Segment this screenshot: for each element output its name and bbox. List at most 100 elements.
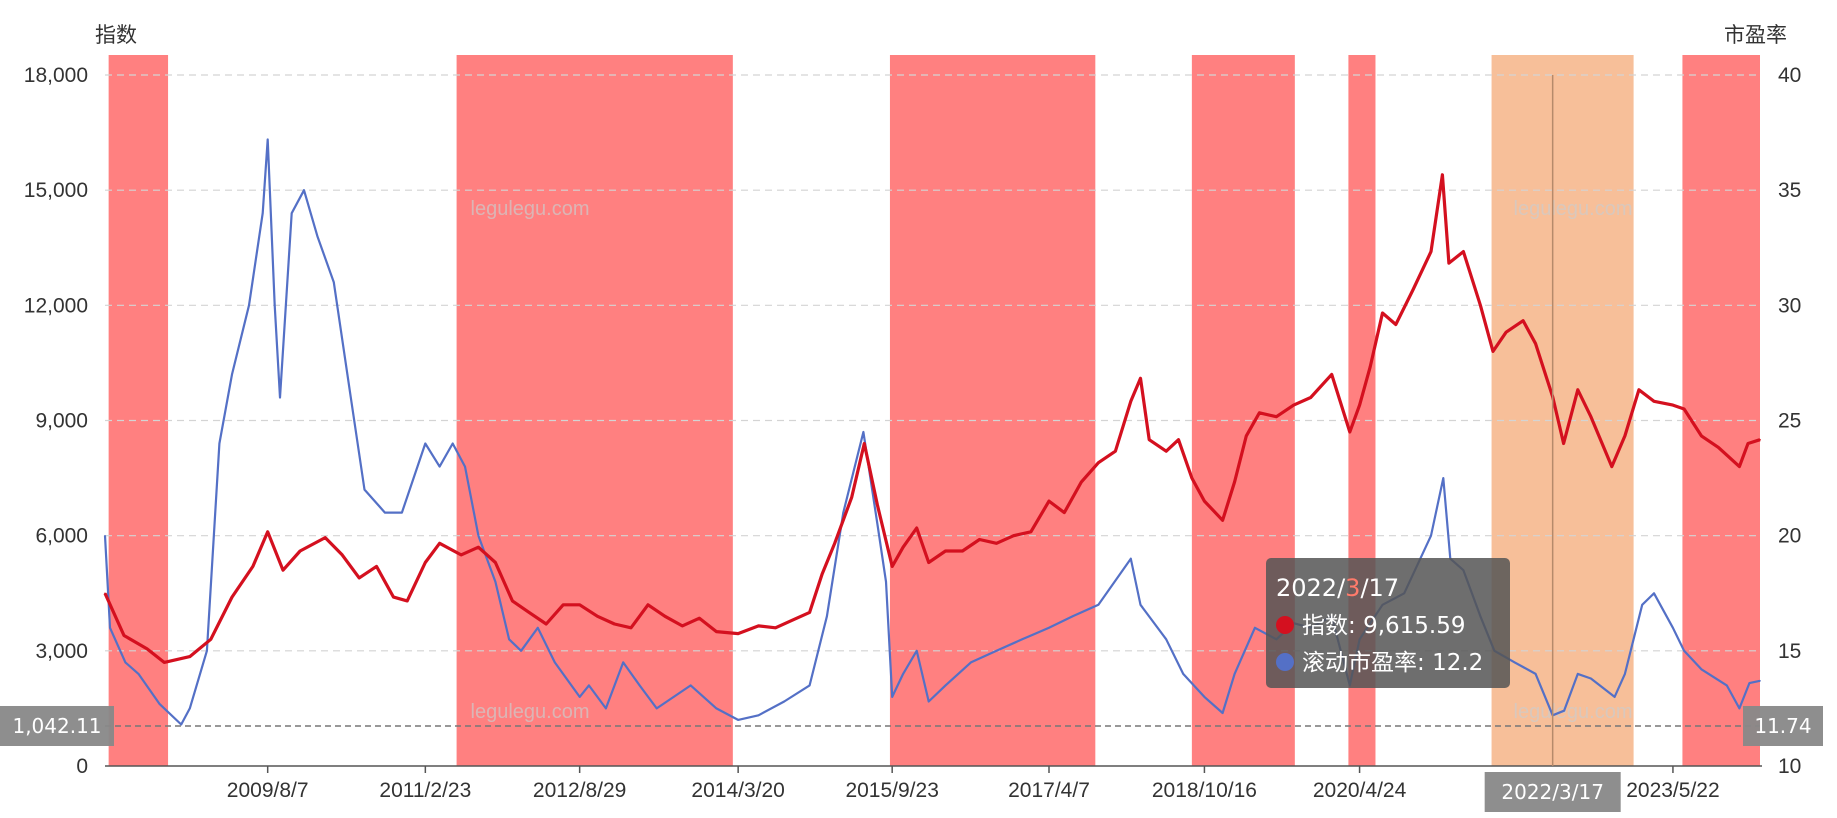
data-point-pe-89: [1590, 677, 1592, 680]
data-point-index-62: [1148, 438, 1150, 441]
data-point-index-24: [545, 623, 547, 625]
data-point-index-31: [664, 615, 666, 618]
data-point-pe-18: [333, 281, 335, 284]
data-point-index-99: [1683, 408, 1685, 410]
data-point-pe-92: [1641, 604, 1643, 606]
data-point-pe-51: [891, 696, 893, 698]
data-point-pe-5: [180, 723, 182, 726]
left-tick-label-2: 6,000: [35, 525, 88, 548]
data-point-pe-3: [137, 673, 140, 675]
data-point-pe-85: [1534, 673, 1537, 675]
data-point-pe-95: [1683, 650, 1685, 652]
data-point-pe-31: [537, 627, 539, 629]
data-point-index-34: [715, 630, 718, 633]
data-point-index-15: [392, 596, 395, 598]
data-point-index-71: [1275, 415, 1278, 418]
x-tick-label-3: 2014/3/20: [691, 779, 784, 802]
x-tick-label-6: 2018/10/16: [1152, 779, 1257, 802]
data-point-pe-30: [520, 650, 522, 652]
data-point-pe-29: [508, 638, 510, 641]
data-point-pe-42: [737, 719, 739, 721]
watermarks: legulegu.com legulegu.com legulegu.com legu…: [471, 198, 1633, 723]
data-point-index-70: [1258, 412, 1261, 414]
data-point-index-40: [821, 573, 823, 575]
data-point-index-84: [1462, 250, 1465, 253]
pointer-x-date-tag-text: 2022/3/17: [1501, 780, 1604, 804]
data-point-index-45: [891, 565, 893, 568]
data-point-index-92: [1577, 389, 1579, 391]
data-point-pe-59: [1048, 627, 1050, 629]
data-point-index-19: [460, 554, 462, 556]
pointer-left-value-tag: 1,042.11: [0, 705, 114, 746]
data-point-pe-24: [438, 465, 441, 468]
tooltip-date-part-0: 2022: [1276, 574, 1337, 602]
data-point-index-9: [282, 569, 284, 571]
data-point-index-55: [1048, 500, 1050, 502]
data-point-index-98: [1672, 404, 1674, 406]
data-point-pe-15: [290, 212, 293, 214]
data-point-index-27: [596, 615, 599, 618]
data-point-index-43: [863, 442, 866, 445]
data-point-index-1: [123, 634, 125, 637]
data-point-index-29: [630, 627, 632, 629]
tooltip-date: 2022/3/17: [1276, 574, 1399, 602]
data-point-index-33: [698, 617, 701, 619]
data-point-pe-84: [1513, 661, 1516, 664]
data-point-index-54: [1030, 531, 1032, 533]
data-point-index-63: [1165, 450, 1167, 453]
data-point-index-25: [562, 604, 564, 606]
data-point-pe-14: [279, 396, 281, 399]
data-point-pe-60: [1071, 615, 1074, 618]
data-point-pe-16: [303, 189, 305, 191]
data-point-index-56: [1063, 511, 1066, 514]
x-tick-label-4: 2015/9/23: [845, 779, 938, 802]
data-point-pe-64: [1165, 638, 1167, 641]
data-point-index-28: [613, 623, 616, 625]
data-point-pe-2: [124, 661, 127, 664]
data-point-pe-96: [1700, 668, 1703, 671]
data-point-index-83: [1448, 262, 1450, 264]
right-tick-label-4: 30: [1778, 294, 1801, 317]
right-tick-label-5: 35: [1778, 179, 1801, 202]
watermark-0: legulegu.com: [471, 198, 590, 220]
data-point-pe-45: [808, 684, 811, 687]
data-point-index-61: [1139, 377, 1142, 380]
data-point-index-93: [1590, 415, 1592, 418]
data-point-pe-25: [451, 442, 454, 445]
data-point-pe-43: [757, 714, 760, 717]
data-point-pe-55: [944, 684, 947, 687]
data-point-index-7: [252, 565, 254, 568]
data-point-index-37: [774, 627, 777, 629]
data-point-pe-9: [231, 373, 233, 376]
left-axis-title: 指数: [95, 24, 137, 47]
data-point-pe-100: [1759, 680, 1761, 682]
data-point-pe-13: [273, 304, 276, 307]
x-tick-label-7: 2020/4/24: [1313, 779, 1407, 802]
data-point-index-68: [1233, 481, 1236, 483]
data-point-pe-40: [689, 684, 692, 687]
data-point-index-39: [808, 611, 811, 614]
tooltip-row-0-part-2: 9,615.59: [1363, 613, 1465, 639]
data-point-pe-11: [261, 212, 264, 214]
x-tick-label-1: 2011/2/23: [379, 779, 471, 802]
pointer-left-value-tag-text: 1,042.11: [12, 714, 101, 738]
data-point-pe-37: [638, 684, 641, 687]
tooltip-date-part-2: 3: [1345, 574, 1360, 602]
axes: 0 3,000 6,000 9,000 12,000 15,000 18,000 10 15 20…: [24, 64, 1802, 802]
data-point-pe-99: [1748, 682, 1751, 684]
index-series-layer: [103, 173, 1761, 664]
data-point-index-3: [163, 661, 165, 664]
data-point-index-10: [299, 550, 301, 552]
data-point-index-36: [757, 625, 760, 627]
data-point-index-42: [850, 496, 853, 499]
data-point-index-50: [961, 550, 964, 552]
right-tick-label-1: 15: [1778, 640, 1801, 663]
data-point-index-4: [189, 655, 191, 658]
data-point-index-96: [1638, 389, 1640, 391]
data-point-pe-54: [927, 700, 930, 703]
left-tick-label-0: 0: [76, 755, 88, 778]
data-point-pe-26: [464, 465, 466, 468]
data-point-index-11: [324, 536, 327, 539]
data-point-pe-46: [826, 615, 828, 618]
